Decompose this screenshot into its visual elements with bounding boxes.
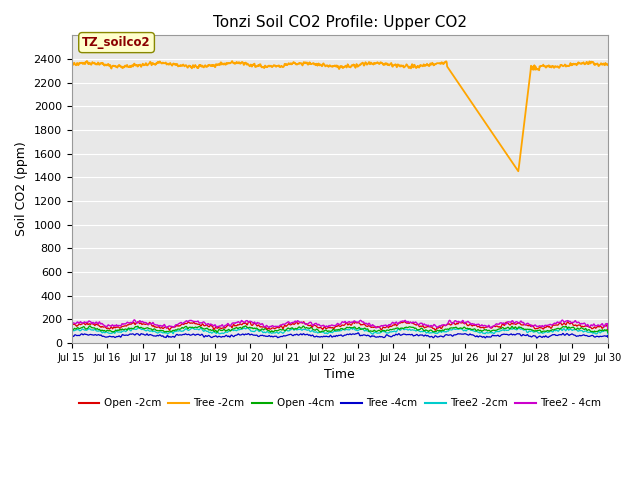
Tree2 -2cm: [134, 324, 142, 330]
Tree -4cm: [423, 333, 431, 339]
Tree2 - 4cm: [604, 325, 612, 331]
Tree2 -2cm: [188, 325, 195, 331]
Tree -2cm: [541, 63, 548, 69]
Tree -4cm: [354, 330, 362, 336]
Open -4cm: [68, 333, 76, 338]
Tree2 - 4cm: [423, 323, 431, 328]
Tree2 - 4cm: [493, 321, 501, 327]
Open -2cm: [68, 331, 76, 337]
Line: Tree2 -2cm: Tree2 -2cm: [72, 327, 608, 336]
Open -4cm: [86, 323, 93, 329]
Tree2 - 4cm: [188, 318, 195, 324]
Tree -2cm: [68, 62, 76, 68]
Text: TZ_soilco2: TZ_soilco2: [83, 36, 151, 49]
Open -4cm: [174, 326, 182, 332]
Tree -4cm: [493, 333, 501, 338]
Tree -4cm: [541, 334, 548, 340]
Open -4cm: [423, 327, 431, 333]
Tree2 - 4cm: [68, 330, 76, 336]
Tree -4cm: [604, 335, 612, 340]
Tree -2cm: [423, 61, 431, 67]
Open -2cm: [423, 324, 431, 330]
Open -2cm: [493, 323, 501, 329]
Open -4cm: [541, 328, 548, 334]
X-axis label: Time: Time: [324, 368, 355, 381]
Open -2cm: [247, 322, 255, 328]
Tree -2cm: [174, 63, 182, 69]
Open -2cm: [174, 323, 182, 329]
Tree2 -2cm: [541, 330, 548, 336]
Open -2cm: [541, 324, 548, 330]
Open -2cm: [246, 319, 253, 324]
Tree -4cm: [247, 332, 255, 337]
Open -4cm: [604, 330, 612, 336]
Tree -2cm: [604, 62, 612, 68]
Tree2 - 4cm: [247, 319, 255, 324]
Tree2 -2cm: [493, 329, 501, 335]
Legend: Open -2cm, Tree -2cm, Open -4cm, Tree -4cm, Tree2 -2cm, Tree2 - 4cm: Open -2cm, Tree -2cm, Open -4cm, Tree -4…: [74, 394, 605, 412]
Tree2 -2cm: [174, 328, 182, 334]
Y-axis label: Soil CO2 (ppm): Soil CO2 (ppm): [15, 142, 28, 237]
Title: Tonzi Soil CO2 Profile: Upper CO2: Tonzi Soil CO2 Profile: Upper CO2: [212, 15, 467, 30]
Tree2 -2cm: [604, 331, 612, 337]
Open -2cm: [187, 320, 195, 326]
Line: Tree -2cm: Tree -2cm: [72, 61, 608, 171]
Tree2 - 4cm: [174, 321, 182, 327]
Open -4cm: [247, 325, 255, 331]
Line: Tree -4cm: Tree -4cm: [72, 333, 608, 339]
Tree -2cm: [187, 64, 195, 70]
Tree2 -2cm: [247, 328, 255, 334]
Line: Open -4cm: Open -4cm: [72, 326, 608, 336]
Line: Open -2cm: Open -2cm: [72, 322, 608, 334]
Tree -4cm: [187, 332, 195, 338]
Tree -4cm: [68, 336, 76, 342]
Tree -2cm: [247, 62, 255, 68]
Tree2 -2cm: [68, 334, 76, 339]
Tree -4cm: [174, 332, 182, 338]
Tree -2cm: [515, 168, 522, 174]
Tree2 - 4cm: [131, 317, 138, 323]
Tree2 -2cm: [423, 330, 431, 336]
Tree2 - 4cm: [541, 323, 548, 329]
Open -4cm: [493, 327, 501, 333]
Tree -2cm: [228, 58, 236, 64]
Line: Tree2 - 4cm: Tree2 - 4cm: [72, 320, 608, 333]
Open -4cm: [188, 324, 195, 330]
Open -2cm: [604, 326, 612, 332]
Tree -2cm: [493, 137, 501, 143]
